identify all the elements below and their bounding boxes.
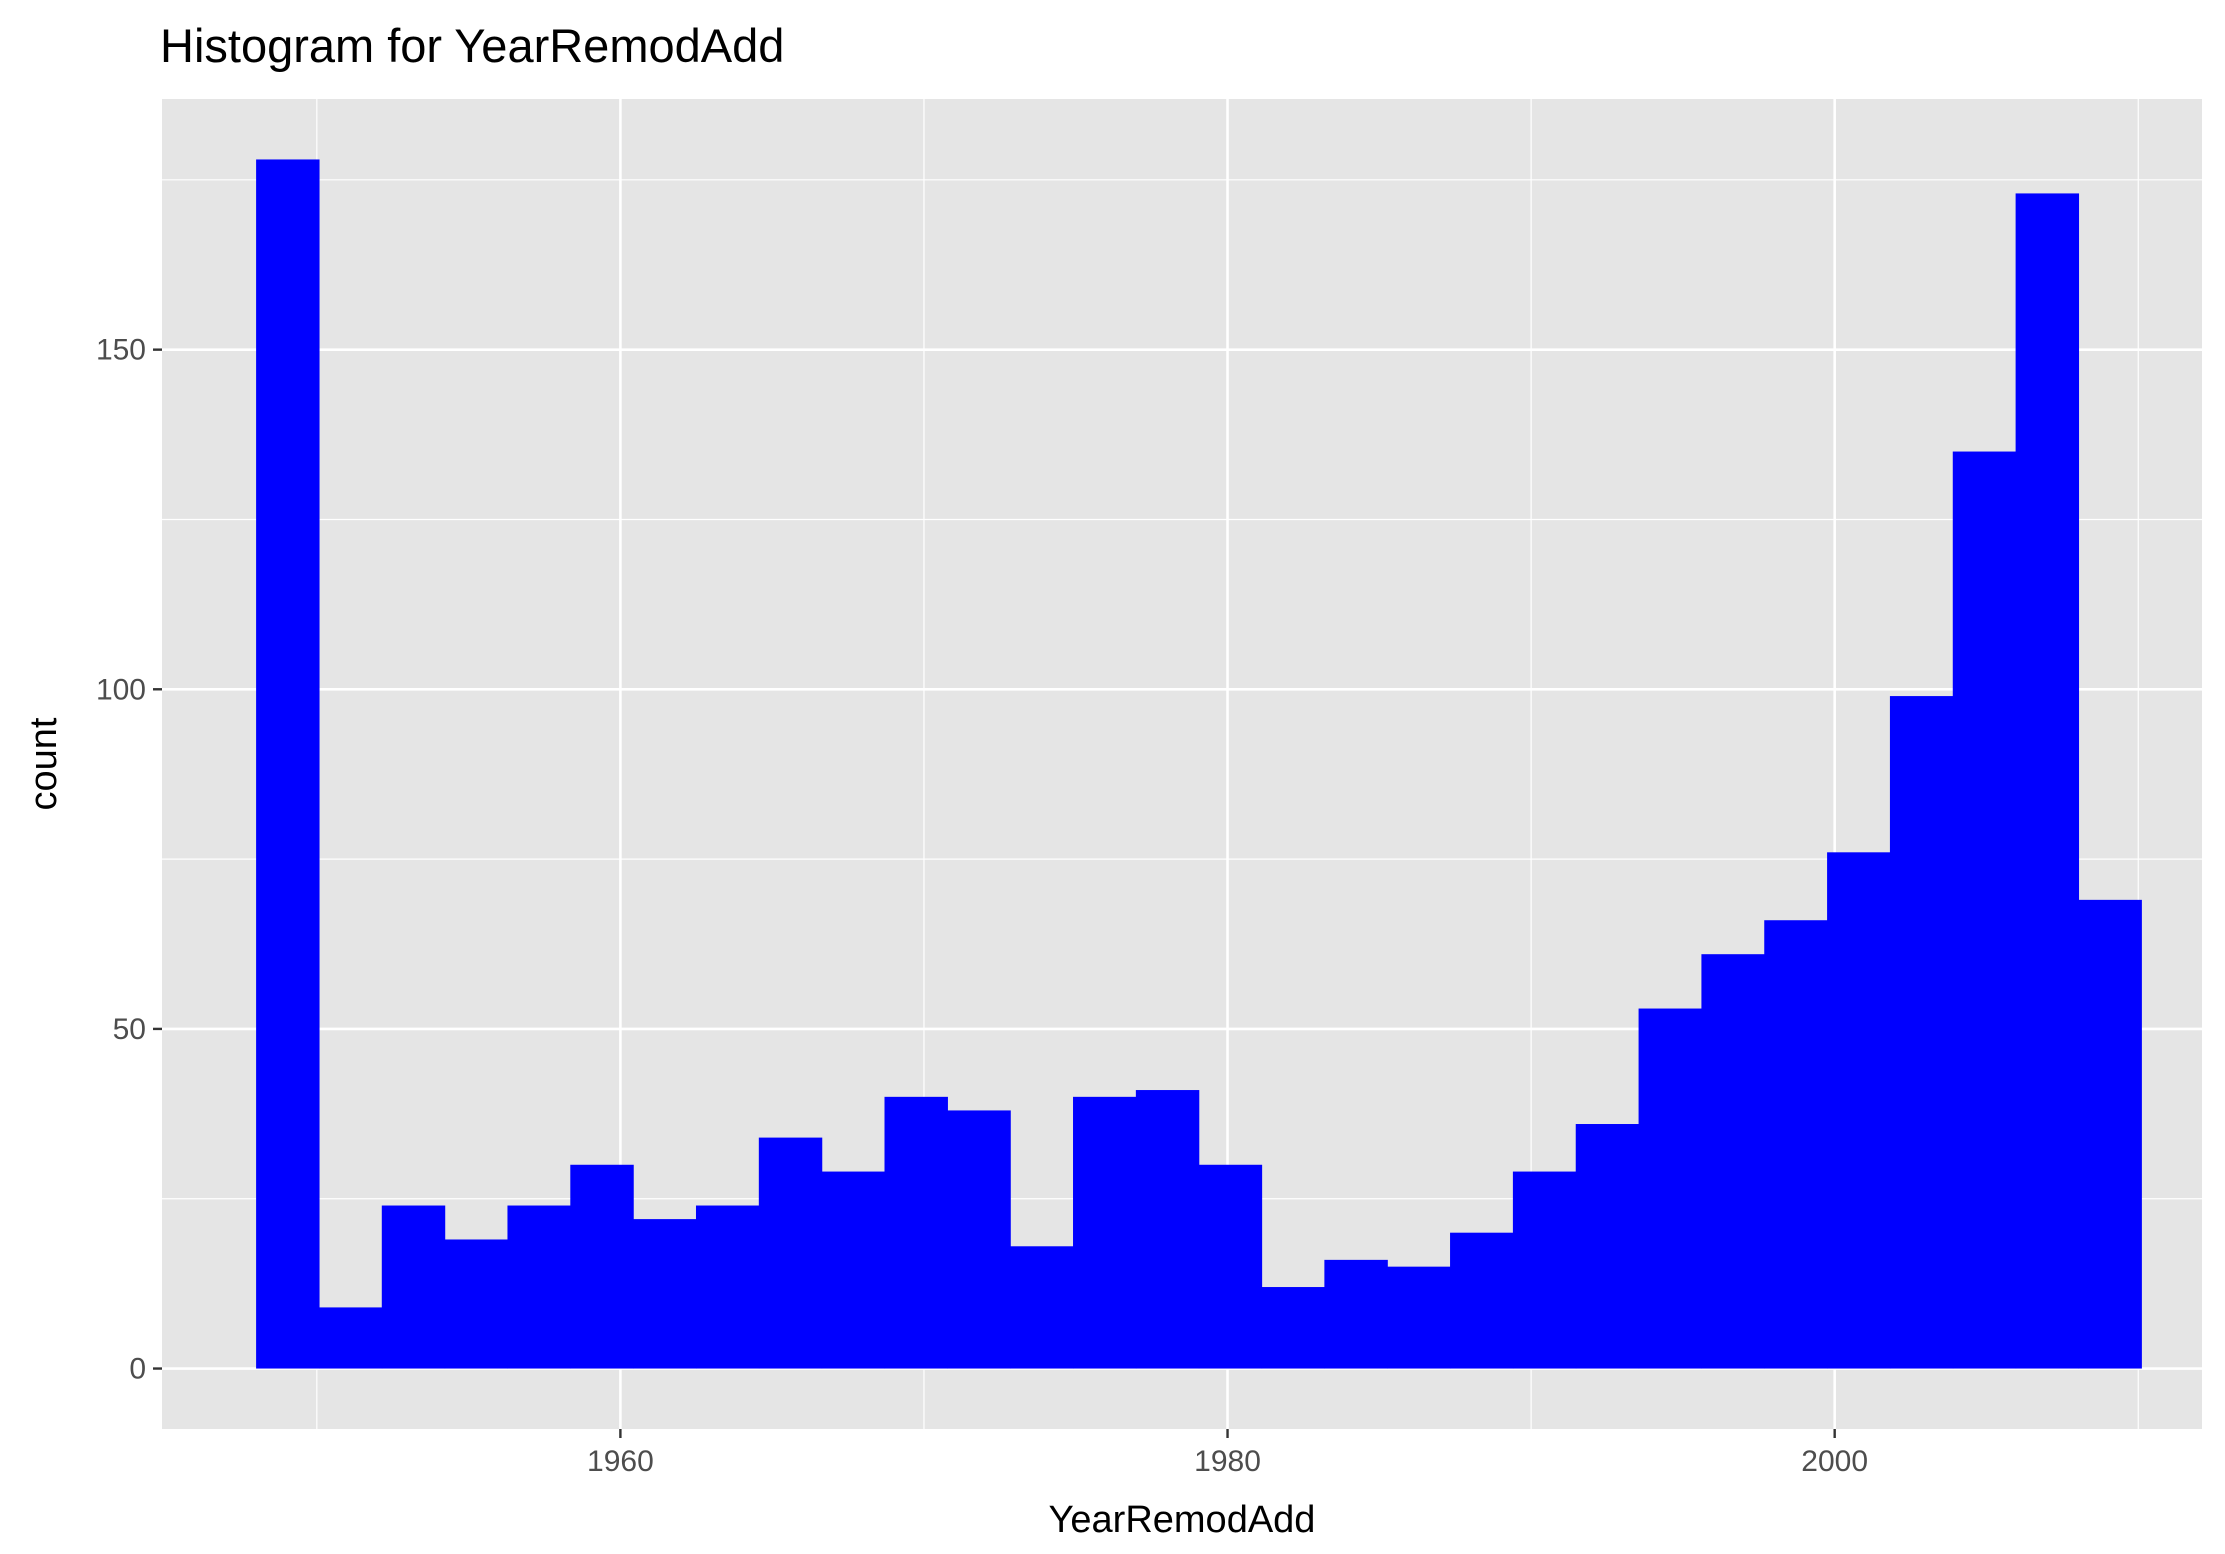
- histogram-bar: [1135, 1090, 1200, 1369]
- histogram-bar: [507, 1205, 571, 1369]
- y-tick-label: 50: [113, 1013, 146, 1046]
- histogram-bar: [570, 1164, 634, 1369]
- histogram-bar: [884, 1096, 948, 1369]
- histogram-bar: [695, 1205, 760, 1369]
- histogram-bar: [256, 159, 320, 1369]
- histogram-bar: [318, 1307, 383, 1369]
- histogram-bar: [1701, 954, 1765, 1369]
- histogram-bar: [1010, 1246, 1074, 1369]
- histogram-bar: [1198, 1164, 1263, 1369]
- y-tick-label: 150: [96, 334, 146, 367]
- histogram-bar: [1450, 1232, 1514, 1369]
- histogram-bar: [2078, 899, 2142, 1369]
- histogram-bar: [1261, 1287, 1325, 1369]
- histogram-bar: [1764, 920, 1828, 1369]
- x-axis: 1960 1980 2000: [587, 1429, 1868, 1478]
- histogram-bar: [758, 1137, 823, 1369]
- y-tick-label: 100: [96, 673, 146, 706]
- histogram-bar: [1638, 1008, 1703, 1369]
- histogram-bar: [1387, 1266, 1451, 1369]
- x-tick-label: 1980: [1194, 1445, 1261, 1478]
- histogram-bar: [381, 1205, 446, 1369]
- histogram-bar: [1889, 696, 1954, 1369]
- histogram-bar: [1827, 852, 1891, 1369]
- x-tick-label: 1960: [587, 1445, 654, 1478]
- histogram-bar: [821, 1171, 886, 1369]
- chart-title: Histogram for YearRemodAdd: [160, 19, 784, 72]
- histogram-bar: [444, 1239, 509, 1369]
- histogram-bars: [256, 159, 2142, 1369]
- y-axis-title: count: [23, 717, 65, 810]
- histogram-bar: [1073, 1096, 1137, 1369]
- x-tick-label: 2000: [1801, 1445, 1868, 1478]
- histogram-bar: [1324, 1259, 1388, 1369]
- histogram-bar: [1952, 451, 2017, 1369]
- histogram-bar: [1512, 1171, 1577, 1369]
- y-tick-label: 0: [129, 1353, 146, 1386]
- histogram-bar: [633, 1219, 697, 1369]
- histogram-bar: [947, 1110, 1011, 1369]
- histogram-bar: [1575, 1124, 1640, 1369]
- y-axis: 0 50 100 150: [96, 334, 162, 1386]
- x-axis-title: YearRemodAdd: [1049, 1499, 1316, 1541]
- histogram-bar: [2015, 193, 2080, 1369]
